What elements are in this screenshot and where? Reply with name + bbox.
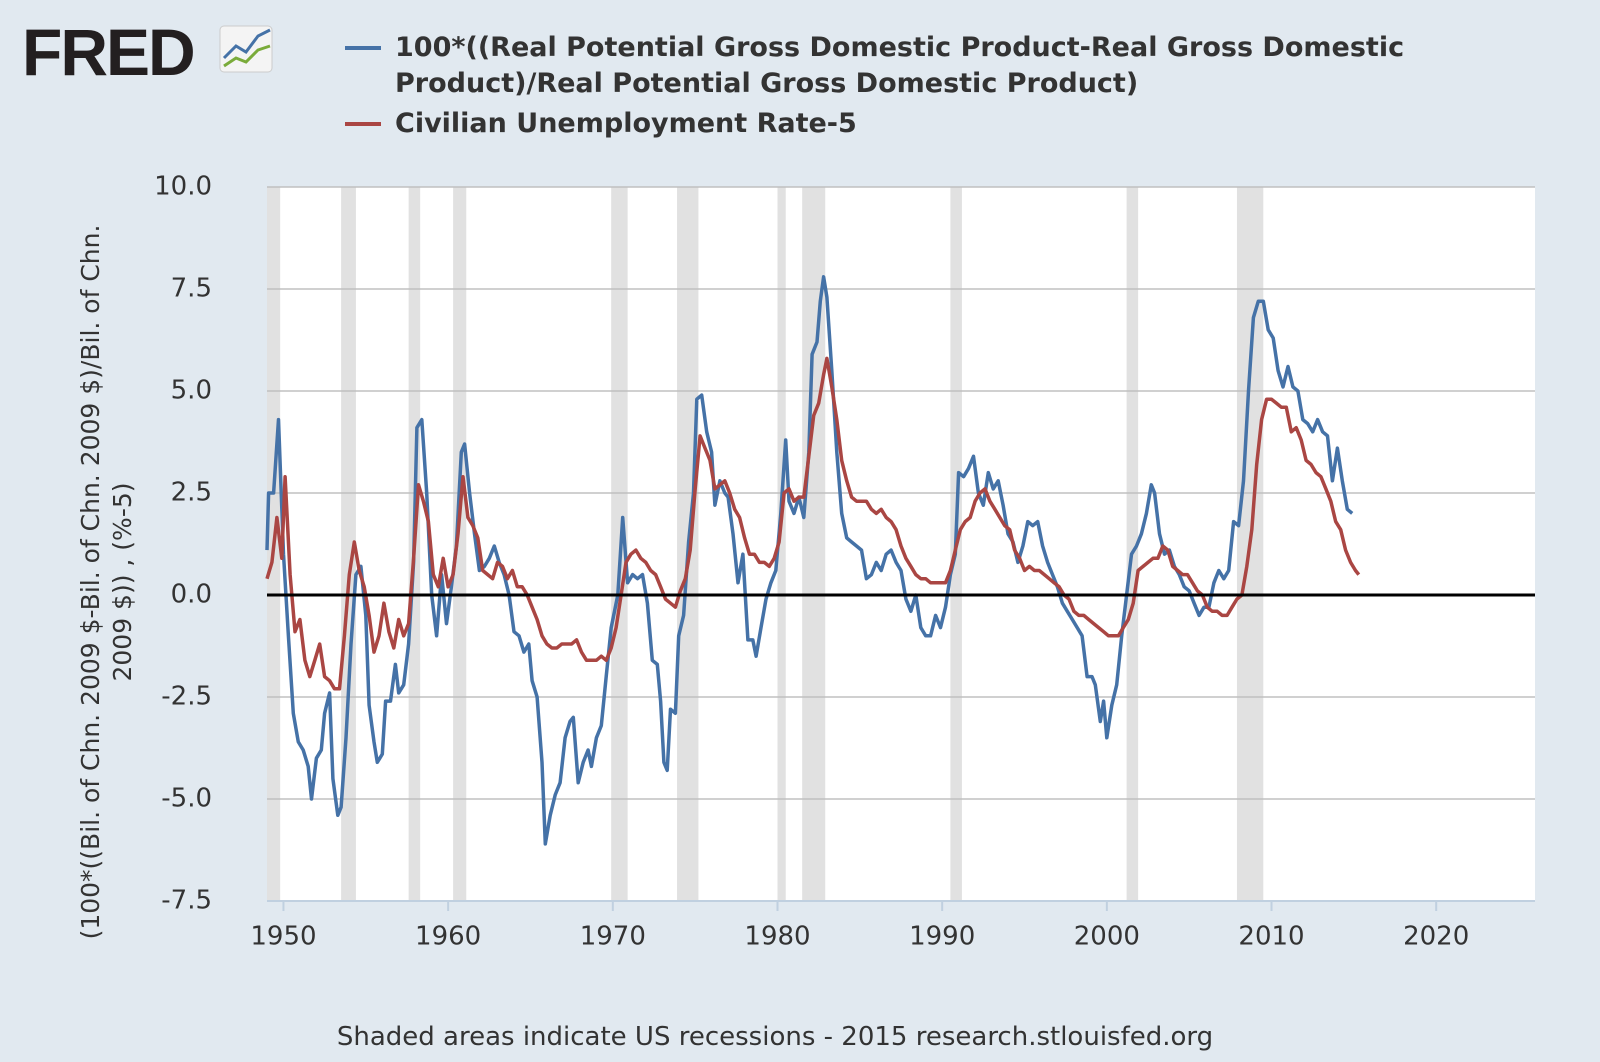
note: Shaded areas indicate US recessions - 20… [336,1022,1214,1052]
recession-band [802,187,826,901]
y-tick-label: -5.0 [161,784,212,814]
x-tick-label: 2010 [1238,922,1304,952]
series-line [265,275,1354,846]
series-line [265,356,1361,691]
logo-icon [219,25,273,73]
y-tick-label: 2.5 [171,478,212,508]
recession-band [1126,187,1139,901]
y-tick-label: -2.5 [161,682,212,712]
legend-label: Civilian Unemployment Rate-5 [395,108,857,139]
y-tick-label: 10.0 [154,172,212,202]
x-tick-label: 1950 [250,922,316,952]
y-tick-label: -7.5 [161,886,212,916]
legend: 100*((Real Potential Gross Domestic Prod… [345,30,1495,146]
x-tick-label: 1980 [744,922,810,952]
x-tick-label: 2020 [1403,922,1469,952]
x-tick-label: 1990 [909,922,975,952]
recession-band [341,187,356,901]
recession-band [453,187,467,901]
legend-swatch [345,122,381,126]
legend-item: Civilian Unemployment Rate-5 [345,106,1495,142]
x-tick-label: 1960 [415,922,481,952]
recession-band [777,187,786,901]
legend-label: 100*((Real Potential Gross Domestic Prod… [395,32,1405,99]
x-tick-label: 1970 [580,922,646,952]
logo: FRED [22,15,196,89]
legend-item: 100*((Real Potential Gross Domestic Prod… [345,30,1495,102]
y-tick-label: 7.5 [171,274,212,304]
y-axis-label: (100*((Bil. of Chn. 2009 $-Bil. of Chn. … [76,224,137,940]
x-tick-label: 2000 [1074,922,1140,952]
legend-swatch [345,46,381,50]
y-tick-label: 0.0 [171,580,212,610]
y-tick-label: 5.0 [171,376,212,406]
